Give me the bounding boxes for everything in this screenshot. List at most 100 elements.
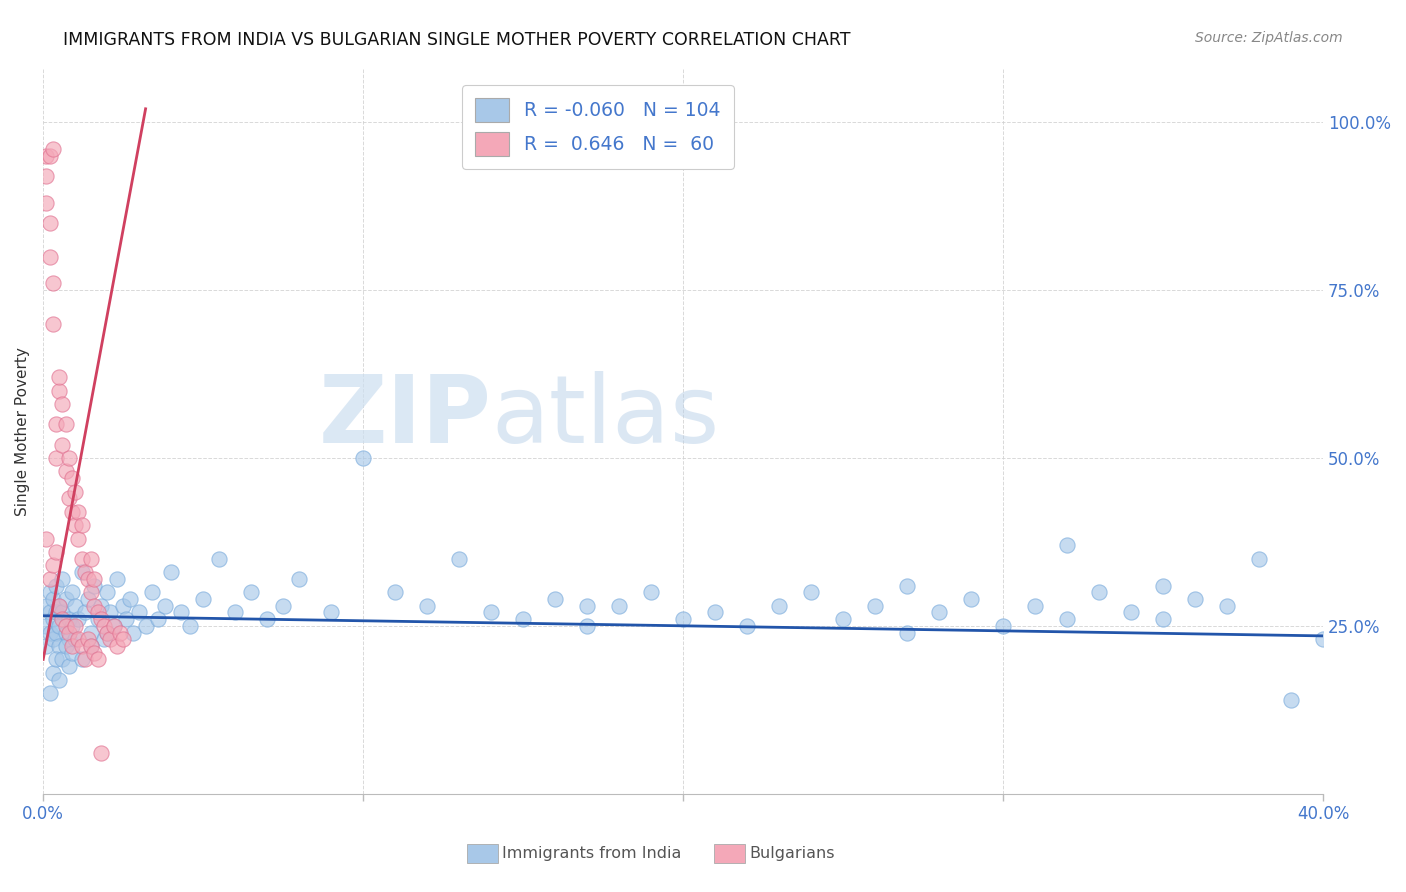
- Point: [67, 612, 90, 626]
- Point: [60, 505, 83, 519]
- Point: [42, 591, 65, 606]
- Point: [105, 572, 128, 586]
- Point: [63, 518, 86, 533]
- Point: [103, 619, 125, 633]
- Point: [51, 606, 73, 620]
- Point: [352, 450, 374, 465]
- Point: [55, 619, 77, 633]
- Point: [51, 652, 73, 666]
- Point: [58, 625, 80, 640]
- Point: [42, 612, 65, 626]
- Point: [42, 558, 65, 573]
- Point: [55, 639, 77, 653]
- Point: [55, 464, 77, 478]
- Point: [148, 612, 170, 626]
- Text: ZIP: ZIP: [318, 370, 491, 463]
- Point: [1121, 606, 1143, 620]
- Point: [63, 632, 86, 647]
- Point: [77, 572, 100, 586]
- Point: [100, 606, 122, 620]
- Point: [80, 551, 103, 566]
- Point: [96, 585, 118, 599]
- Point: [55, 625, 77, 640]
- Point: [96, 625, 118, 640]
- Point: [35, 532, 58, 546]
- Point: [48, 599, 70, 613]
- Point: [735, 619, 758, 633]
- Point: [416, 599, 439, 613]
- Point: [896, 578, 918, 592]
- Point: [928, 606, 950, 620]
- Point: [60, 646, 83, 660]
- Point: [51, 437, 73, 451]
- Point: [141, 585, 163, 599]
- Point: [321, 606, 343, 620]
- Text: Bulgarians: Bulgarians: [749, 847, 835, 861]
- Point: [384, 585, 406, 599]
- Point: [121, 625, 143, 640]
- Point: [1152, 612, 1174, 626]
- Point: [103, 619, 125, 633]
- Point: [42, 142, 65, 156]
- Point: [1184, 591, 1206, 606]
- Point: [45, 606, 67, 620]
- Point: [67, 632, 90, 647]
- Point: [60, 639, 83, 653]
- Point: [544, 591, 567, 606]
- Point: [135, 619, 157, 633]
- Point: [35, 195, 58, 210]
- Point: [77, 632, 100, 647]
- Point: [70, 652, 93, 666]
- Point: [800, 585, 823, 599]
- Point: [38, 250, 60, 264]
- Point: [80, 625, 103, 640]
- Point: [1216, 599, 1239, 613]
- Point: [58, 632, 80, 647]
- Point: [73, 565, 96, 579]
- Text: Source: ZipAtlas.com: Source: ZipAtlas.com: [1195, 31, 1343, 45]
- Legend: R = -0.060   N = 104, R =  0.646   N =  60: R = -0.060 N = 104, R = 0.646 N = 60: [463, 85, 734, 169]
- Point: [640, 585, 662, 599]
- Point: [58, 659, 80, 673]
- Point: [479, 606, 502, 620]
- Point: [73, 606, 96, 620]
- Point: [73, 652, 96, 666]
- Point: [704, 606, 727, 620]
- Point: [42, 632, 65, 647]
- Point: [576, 599, 599, 613]
- Point: [67, 505, 90, 519]
- Point: [83, 646, 105, 660]
- Point: [48, 599, 70, 613]
- Point: [118, 591, 141, 606]
- Point: [90, 599, 112, 613]
- Point: [991, 619, 1014, 633]
- Point: [863, 599, 886, 613]
- Point: [55, 417, 77, 432]
- Point: [38, 625, 60, 640]
- Point: [93, 632, 115, 647]
- Point: [45, 578, 67, 592]
- Point: [63, 619, 86, 633]
- Point: [67, 532, 90, 546]
- Point: [208, 551, 231, 566]
- Point: [38, 606, 60, 620]
- Point: [80, 585, 103, 599]
- Point: [48, 370, 70, 384]
- Point: [115, 612, 138, 626]
- Point: [70, 551, 93, 566]
- Point: [38, 216, 60, 230]
- Point: [256, 612, 278, 626]
- Point: [768, 599, 790, 613]
- Point: [38, 585, 60, 599]
- Point: [1279, 692, 1302, 706]
- Point: [83, 578, 105, 592]
- Point: [90, 612, 112, 626]
- Point: [193, 591, 215, 606]
- Point: [128, 606, 150, 620]
- Point: [58, 612, 80, 626]
- Point: [51, 572, 73, 586]
- Point: [86, 606, 108, 620]
- Point: [35, 149, 58, 163]
- Point: [42, 317, 65, 331]
- Point: [80, 639, 103, 653]
